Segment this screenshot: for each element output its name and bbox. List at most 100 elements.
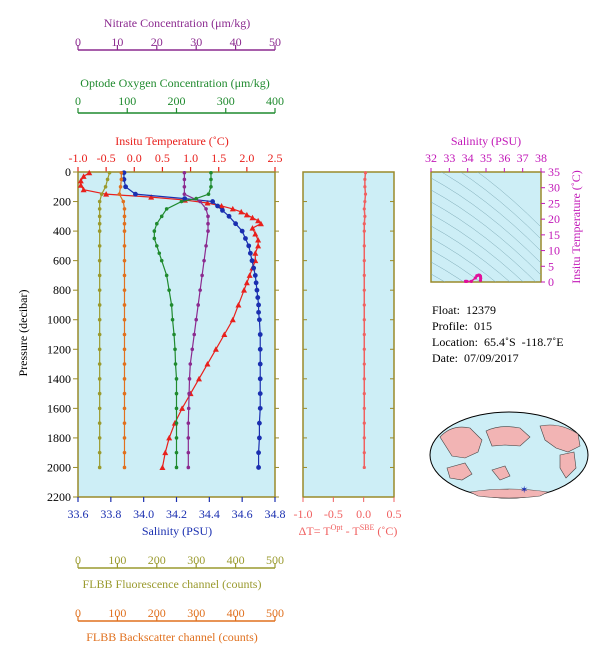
pressure-tick-label: 600 (53, 254, 71, 268)
delta-t-point (363, 214, 367, 218)
salinity-point (257, 405, 263, 411)
oxygen-point (174, 391, 179, 396)
fluorescence-point (97, 303, 102, 307)
nitrate-point (182, 170, 187, 175)
backscatter-point (119, 170, 124, 175)
fluorescence-point (97, 273, 102, 278)
ts-contour (431, 273, 446, 282)
delta-t-point (362, 222, 366, 226)
fluorescence-point (103, 184, 108, 189)
ts-x-tick-label: 35 (480, 151, 492, 165)
delta-t-tick-label: 0.5 (387, 507, 402, 521)
backscatter-tick-label: 0 (75, 606, 81, 620)
nitrate-point (187, 377, 192, 381)
oxygen-point (170, 317, 175, 322)
oxygen-point (173, 362, 178, 366)
nitrate-point (182, 184, 187, 189)
temperature-tick-label: 2.0 (239, 151, 254, 165)
salinity-tick-label: 33.6 (68, 507, 89, 521)
backscatter-point (122, 347, 127, 352)
delta-t-plot-area (302, 171, 395, 498)
nitrate-point (190, 347, 195, 352)
fluorescence-point (97, 465, 102, 470)
fluorescence-axis-label: FLBB Fluorescence channel (counts) (83, 577, 262, 591)
salinity-point (257, 332, 263, 337)
delta-t-point (363, 199, 367, 204)
nitrate-tick-label: 10 (111, 35, 123, 49)
temperature-tick-label: 2.5 (268, 151, 283, 165)
salinity-point (121, 170, 127, 176)
delta-t-point (363, 177, 367, 181)
delta-t-point (362, 244, 366, 248)
delta-t-axis: -1.0 -0.5 0.0 0.5 (294, 171, 402, 521)
nitrate-point (202, 258, 206, 263)
fluorescence-point (97, 229, 102, 233)
pressure-tick-label: 400 (53, 224, 71, 238)
backscatter-point (122, 258, 127, 263)
ts-y-tick-label: 20 (548, 212, 560, 226)
fluorescence-point (97, 221, 102, 226)
backscatter-point (122, 436, 127, 440)
temperature-point (257, 220, 264, 227)
salinity-point (210, 199, 216, 204)
temperature-point (77, 182, 84, 188)
salinity-point (133, 191, 138, 197)
pressure-tick-label: 1200 (47, 342, 71, 356)
temperature-point (243, 279, 250, 286)
ts-y-tick-label: 35 (548, 165, 560, 179)
delta-t-point (362, 347, 366, 351)
salinity-tick-label: 34.4 (199, 507, 220, 521)
oxygen-point (174, 406, 179, 411)
ts-contour (431, 201, 537, 282)
pressure-tick-label: 1800 (47, 431, 71, 445)
ts-y-tick-label: 15 (548, 228, 560, 242)
delta-t-tick-label: 0.0 (356, 507, 371, 521)
salinity-point (256, 309, 261, 315)
temperature-point (204, 200, 211, 206)
salinity-axis: 33.6 33.8 34.0 34.2 34.4 34.6 34.8 (68, 497, 286, 521)
ts-x-tick-label: 32 (425, 151, 437, 165)
fluorescence-tick-label: 0 (75, 553, 81, 567)
temperature-point (252, 250, 259, 256)
pressure-axis-label: Pressure (decibar) (16, 290, 30, 377)
temperature-point (255, 217, 262, 224)
nitrate-point (182, 192, 187, 196)
salinity-point (243, 236, 248, 241)
temperature-point (80, 186, 87, 193)
salinity-point (220, 208, 225, 213)
backscatter-point (122, 207, 127, 211)
temperature-point (86, 169, 93, 176)
delta-t-point (362, 421, 366, 425)
ts-point (465, 279, 469, 283)
salinity-tick-label: 34.2 (166, 507, 187, 521)
oxygen-point (164, 273, 169, 278)
salinity-tick-label: 33.8 (100, 507, 121, 521)
backscatter-axis-label: FLBB Backscatter channel (counts) (86, 630, 258, 644)
temperature-point (159, 464, 166, 470)
fluorescence-axis: 0 100 200 300 400 500 FLBB Fluorescence chann… (75, 553, 284, 591)
fluorescence-point (97, 244, 102, 248)
nitrate-point (182, 177, 187, 182)
delta-t-point (362, 465, 366, 470)
ts-x-tick-label: 34 (462, 151, 474, 165)
backscatter-point (122, 229, 127, 233)
delta-t-point (363, 192, 368, 196)
oxygen-point (157, 251, 162, 256)
fluorescence-tick-label: 400 (227, 553, 245, 567)
temperature-tick-label: 0.5 (155, 151, 170, 165)
ts-point (469, 279, 473, 283)
info-profile: Profile: 015 (432, 319, 492, 333)
temperature-point (241, 287, 248, 293)
temperature-point (249, 225, 256, 231)
oxygen-point (169, 303, 174, 307)
temperature-point (212, 346, 219, 352)
fluorescence-tick-label: 100 (108, 553, 126, 567)
info-location: Location: 65.4˚S -118.7˚E (432, 335, 564, 349)
temperature-tick-label: 1.5 (211, 151, 226, 165)
delta-t-point (362, 391, 366, 396)
oxygen-point (155, 221, 159, 226)
fluorescence-point (105, 177, 110, 182)
fluorescence-point (97, 332, 102, 337)
delta-t-point (362, 273, 366, 278)
